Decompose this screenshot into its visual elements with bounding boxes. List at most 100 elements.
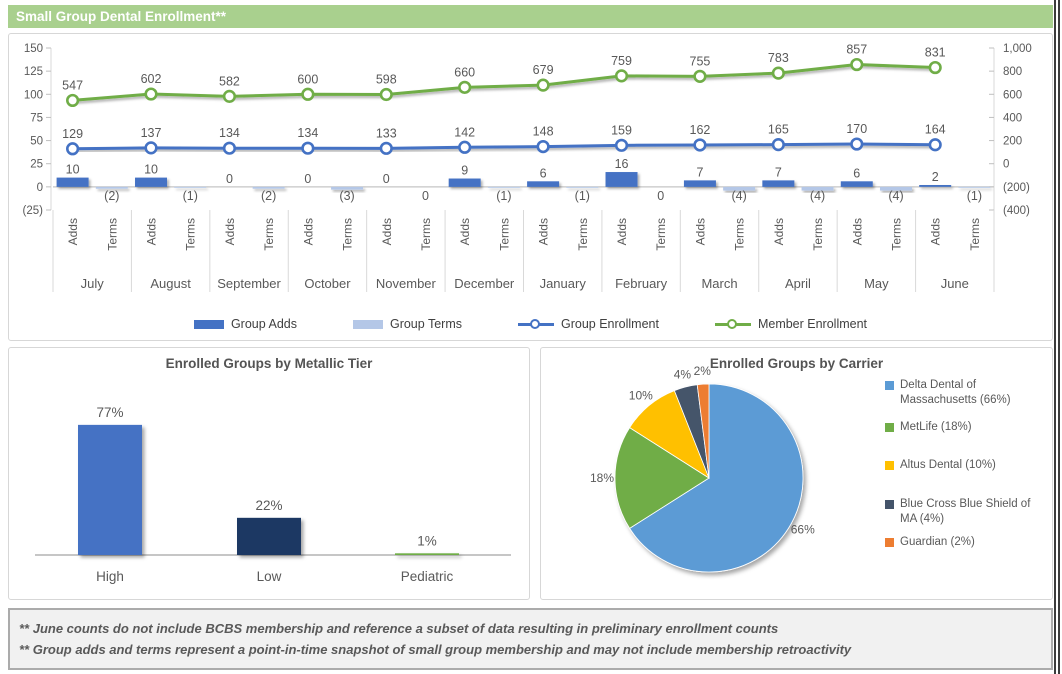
svg-text:142: 142: [454, 125, 475, 139]
pie-legend-label: Blue Cross Blue Shield of MA (4%): [900, 498, 1031, 525]
svg-text:162: 162: [690, 123, 711, 137]
group-adds-bars: [56, 172, 952, 187]
svg-text:January: January: [540, 276, 587, 291]
svg-text:0: 0: [657, 189, 664, 203]
combo-chart-legend: Group Adds Group Terms Group Enrollment Mem…: [9, 314, 1052, 334]
svg-text:0: 0: [1003, 159, 1009, 171]
svg-text:Terms: Terms: [889, 218, 903, 251]
pie-legend-swatch-icon: [885, 461, 894, 470]
svg-text:(4): (4): [888, 189, 903, 203]
svg-text:February: February: [615, 276, 668, 291]
svg-text:857: 857: [846, 43, 867, 57]
svg-text:755: 755: [690, 54, 711, 68]
svg-text:800: 800: [1003, 66, 1022, 78]
svg-text:6: 6: [540, 166, 547, 180]
pie-legend-swatch-icon: [885, 423, 894, 432]
svg-text:(1): (1): [967, 189, 982, 203]
svg-text:Adds: Adds: [145, 218, 159, 245]
svg-text:Terms: Terms: [654, 218, 668, 251]
legend-label: Group Terms: [389, 317, 462, 331]
svg-text:50: 50: [30, 136, 43, 148]
svg-text:1,000: 1,000: [1003, 43, 1032, 55]
svg-text:600: 600: [297, 72, 318, 86]
window-edge-line-2: [1058, 0, 1060, 674]
svg-text:Adds: Adds: [850, 218, 864, 245]
tier-bars: [78, 424, 459, 555]
pie-legend-label: Delta Dental of Massachusetts (66%): [900, 379, 1011, 406]
svg-text:129: 129: [62, 127, 83, 141]
pie-legend-label: Altus Dental (10%): [900, 459, 996, 471]
svg-text:831: 831: [925, 46, 946, 60]
legend-item-member-enrollment: Member Enrollment: [714, 317, 867, 331]
svg-text:582: 582: [219, 74, 240, 88]
member-enrollment-line: 547 602 582 600 598 660 679 759 755 783 857 831: [62, 43, 946, 108]
svg-text:170: 170: [846, 122, 867, 136]
svg-text:200: 200: [1003, 136, 1022, 148]
svg-text:Terms: Terms: [341, 218, 355, 251]
svg-text:(2): (2): [104, 189, 119, 203]
svg-text:August: August: [150, 276, 191, 291]
svg-text:Adds: Adds: [929, 218, 943, 245]
svg-text:Low: Low: [257, 569, 282, 584]
page-title: Small Group Dental Enrollment**: [16, 9, 227, 24]
svg-text:2: 2: [932, 170, 939, 184]
svg-text:9: 9: [461, 164, 468, 178]
svg-text:Adds: Adds: [615, 218, 629, 245]
svg-text:Terms: Terms: [419, 218, 433, 251]
svg-text:679: 679: [533, 63, 554, 77]
svg-text:April: April: [785, 276, 811, 291]
svg-text:Pediatric: Pediatric: [401, 569, 454, 584]
footnote-box: ** June counts do not include BCBS membe…: [8, 608, 1053, 670]
svg-text:(3): (3): [339, 189, 354, 203]
svg-text:0: 0: [422, 189, 429, 203]
svg-text:10: 10: [144, 163, 158, 177]
svg-text:137: 137: [141, 126, 162, 140]
pie-legend-swatch-icon: [885, 538, 894, 547]
svg-text:25: 25: [30, 159, 43, 171]
pie-slice-2%: [696, 383, 710, 479]
svg-text:June: June: [941, 276, 969, 291]
legend-item-group-terms: Group Terms: [352, 317, 462, 331]
carrier-pie-panel: Enrolled Groups by Carrier 66% 18% 10% 4% 2%…: [540, 347, 1053, 600]
metallic-tier-chart: 77% 22% 1% High Low Pediatric: [35, 405, 511, 584]
svg-text:77%: 77%: [96, 405, 123, 420]
svg-text:100: 100: [24, 89, 43, 101]
pie-legend-label: Guardian (2%): [900, 536, 975, 548]
svg-text:18%: 18%: [590, 471, 614, 485]
svg-text:Adds: Adds: [458, 218, 472, 245]
pie-slice-66%: [629, 383, 804, 573]
svg-text:10: 10: [66, 163, 80, 177]
svg-text:148: 148: [533, 125, 554, 139]
svg-text:Terms: Terms: [184, 218, 198, 251]
svg-text:(1): (1): [496, 189, 511, 203]
svg-text:September: September: [217, 276, 281, 291]
svg-text:783: 783: [768, 51, 789, 65]
svg-text:547: 547: [62, 78, 83, 92]
svg-text:22%: 22%: [255, 498, 282, 513]
svg-text:75: 75: [30, 112, 43, 124]
svg-text:(400): (400): [1003, 205, 1030, 217]
svg-text:400: 400: [1003, 112, 1022, 124]
svg-text:598: 598: [376, 73, 397, 87]
pie-slice-18%: [614, 427, 710, 529]
pie-legend-item-5: Guardian (2%): [885, 535, 1047, 550]
svg-text:16: 16: [615, 157, 629, 171]
svg-text:Adds: Adds: [223, 218, 237, 245]
svg-text:High: High: [96, 569, 124, 584]
svg-text:(2): (2): [261, 189, 276, 203]
legend-label: Group Enrollment: [560, 317, 659, 331]
legend-label: Group Adds: [230, 317, 297, 331]
svg-text:602: 602: [141, 72, 162, 86]
svg-text:0: 0: [304, 172, 311, 186]
svg-text:Adds: Adds: [537, 218, 551, 245]
pie-legend-swatch-icon: [885, 500, 894, 509]
svg-text:7: 7: [696, 165, 703, 179]
bar-swatch-icon: [352, 319, 383, 329]
svg-text:0: 0: [383, 172, 390, 186]
page-title-bar: Small Group Dental Enrollment**: [8, 5, 1053, 28]
pie-slices: [614, 383, 804, 573]
svg-text:Terms: Terms: [811, 218, 825, 251]
svg-text:10%: 10%: [629, 389, 653, 403]
svg-text:0: 0: [226, 172, 233, 186]
